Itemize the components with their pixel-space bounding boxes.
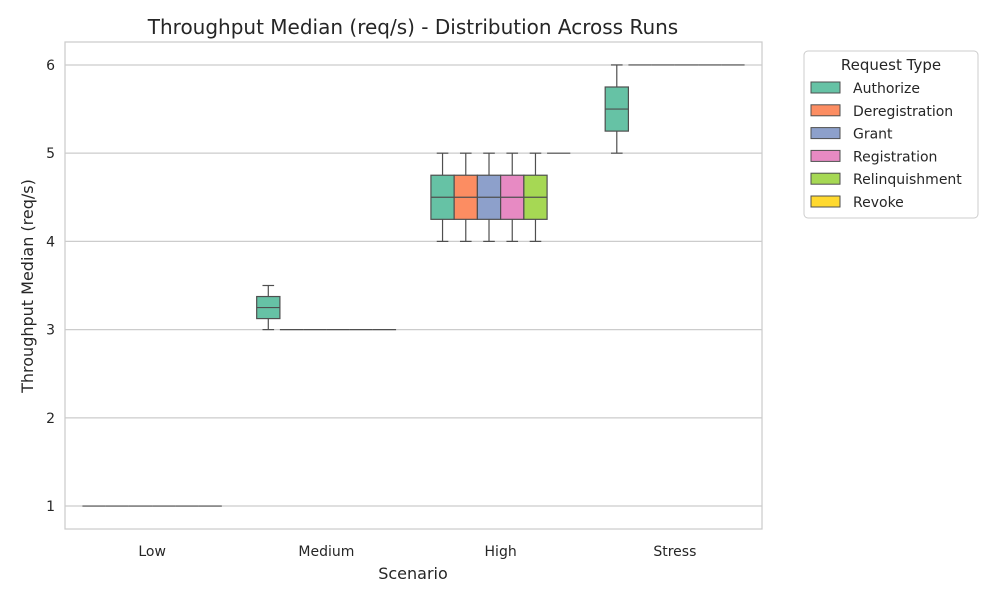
legend-swatch [810,127,841,140]
x-tick-labels: Low Medium High Stress [138,544,696,560]
legend-label: Relinquishment [853,172,962,188]
y-tick-label: 5 [46,146,55,162]
legend-item: Grant [810,127,893,143]
legend-swatch [810,172,841,185]
x-tick-label: Stress [653,544,696,560]
plot-area-frame [64,41,763,530]
box-layer [82,64,745,507]
box-authorize-high [430,152,455,242]
box-relinquishment-high [523,152,548,242]
x-tick-label: High [485,544,517,560]
legend-item: Authorize [810,81,920,97]
legend-item: Revoke [810,195,904,211]
x-tick-label: Low [138,544,166,560]
legend-swatch [810,104,841,117]
legend-label: Authorize [853,81,920,97]
y-axis-title: Throughput Median (req/s) [18,179,37,394]
legend-item: Deregistration [810,104,953,120]
legend-label: Grant [853,127,893,143]
legend: Request Type Authorize Deregistration Gran… [803,50,979,219]
y-tick-label: 4 [46,234,55,250]
box-authorize-stress [604,64,630,154]
y-tick-label: 1 [46,499,55,515]
legend-title: Request Type [841,56,941,74]
box-deregistration-high [453,152,478,242]
legend-item: Registration [810,149,937,165]
chart-title: Throughput Median (req/s) - Distribution… [147,15,678,39]
x-tick-label: Medium [298,544,354,560]
legend-item: Relinquishment [810,172,962,188]
x-axis-title: Scenario [378,564,448,583]
y-tick-labels: 1 2 3 4 5 6 [46,58,55,515]
box-authorize-medium [256,284,281,331]
y-tick-label: 6 [46,58,55,74]
legend-swatch [810,195,841,208]
legend-swatch [810,81,841,94]
y-tick-label: 3 [46,323,55,339]
legend-frame [803,50,979,219]
box-grant-high [476,152,502,242]
legend-items: Authorize Deregistration Grant Registration… [810,81,962,211]
legend-label: Deregistration [853,104,953,120]
legend-label: Registration [853,149,937,165]
legend-swatch [810,149,841,162]
y-tick-label: 2 [46,411,55,427]
legend-label: Revoke [853,195,904,211]
